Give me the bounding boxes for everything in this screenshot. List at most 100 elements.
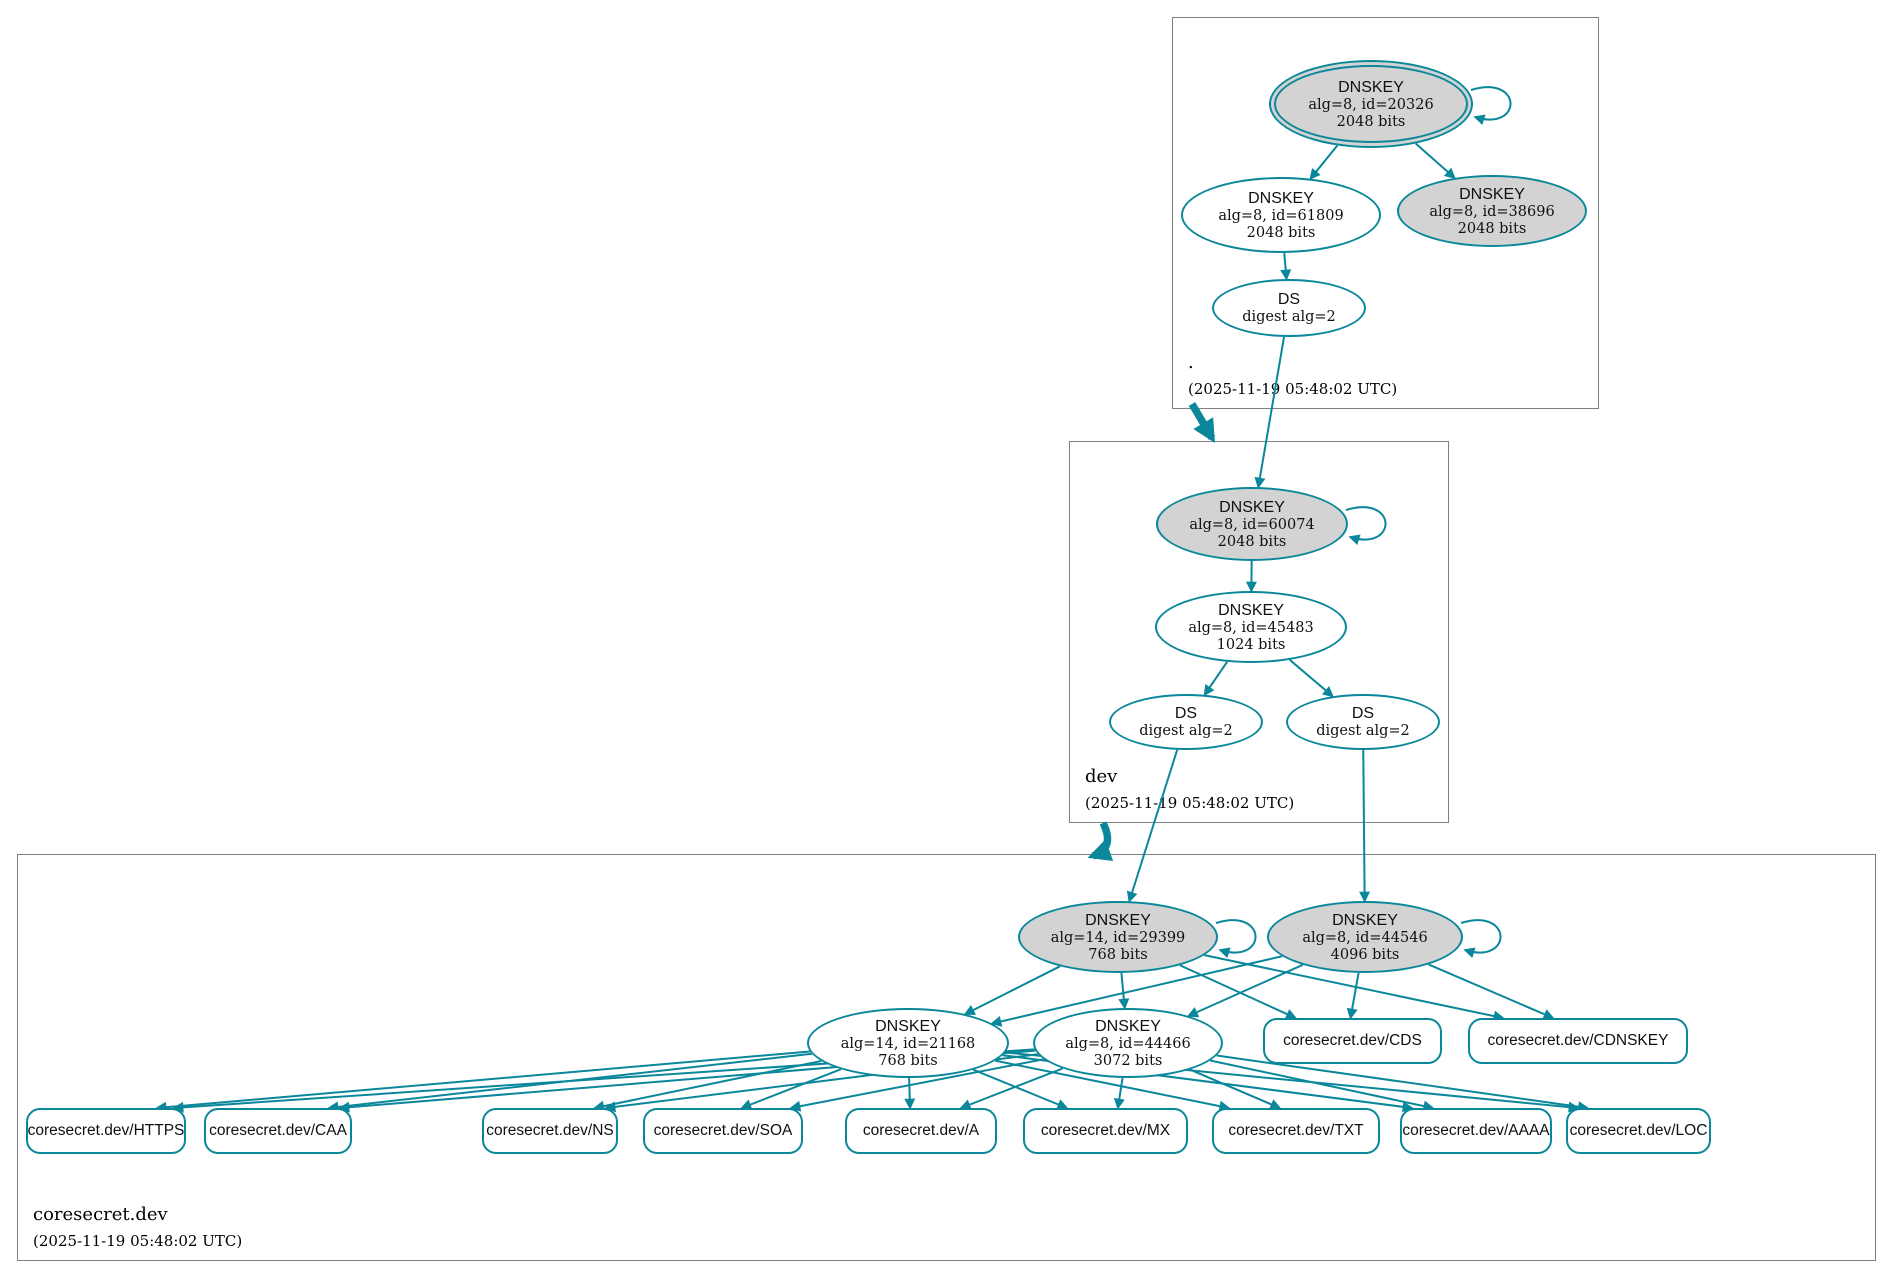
zone-label-coresecret: coresecret.dev (2025-11-19 05:48:02 UTC)	[33, 1204, 242, 1250]
dnskey-root-ksk-20326[interactable]: DNSKEY alg=8, id=20326 2048 bits	[1269, 60, 1473, 148]
dnskey-coresecret-zsk-21168[interactable]: DNSKEY alg=14, id=21168 768 bits	[807, 1008, 1009, 1078]
rrset-coresecret-loc[interactable]: coresecret.dev/LOC	[1566, 1108, 1711, 1154]
edge	[327, 1052, 813, 1113]
zone-timestamp-coresecret: (2025-11-19 05:48:02 UTC)	[33, 1232, 243, 1250]
edge	[1345, 506, 1387, 546]
edge	[1118, 972, 1130, 1010]
dnskey-bits: 2048 bits	[1457, 220, 1527, 237]
dnskey-bits: 2048 bits	[1336, 113, 1406, 130]
dnskey-detail: alg=8, id=60074	[1189, 516, 1315, 533]
edge	[972, 1068, 1069, 1110]
edge	[1204, 954, 1505, 1022]
dnskey-title: DNSKEY	[1219, 498, 1285, 516]
rrset-coresecret-ns[interactable]: coresecret.dev/NS	[482, 1108, 618, 1154]
ds-title: DS	[1174, 705, 1198, 722]
zone-timestamp-root: (2025-11-19 05:48:02 UTC)	[1188, 380, 1398, 398]
rrset-label: coresecret.dev/SOA	[653, 1122, 793, 1139]
zone-label-dev: dev (2025-11-19 05:48:02 UTC)	[1085, 766, 1294, 812]
dnskey-detail: alg=8, id=38696	[1429, 203, 1555, 220]
dnskey-root-ksk-38696[interactable]: DNSKEY alg=8, id=38696 2048 bits	[1397, 175, 1587, 247]
dnskey-detail: alg=8, id=61809	[1218, 207, 1344, 224]
rrset-coresecret-cdnskey[interactable]: coresecret.dev/CDNSKEY	[1468, 1018, 1688, 1064]
rrset-label: coresecret.dev/MX	[1040, 1122, 1171, 1139]
edge	[1346, 972, 1360, 1020]
rrset-coresecret-txt[interactable]: coresecret.dev/TXT	[1212, 1108, 1380, 1154]
rrset-coresecret-caa[interactable]: coresecret.dev/CAA	[204, 1108, 352, 1154]
edge	[1179, 964, 1298, 1020]
dnskey-bits: 768 bits	[1088, 946, 1148, 963]
zone-box-coresecret: coresecret.dev (2025-11-19 05:48:02 UTC)	[17, 854, 1876, 1261]
rrset-label: coresecret.dev/TXT	[1228, 1122, 1364, 1139]
rrset-coresecret-cds[interactable]: coresecret.dev/CDS	[1263, 1018, 1442, 1064]
dnskey-title: DNSKEY	[1218, 601, 1284, 619]
edge	[1428, 963, 1555, 1020]
dnskey-coresecret-ksk-44546[interactable]: DNSKEY alg=8, id=44546 4096 bits	[1267, 901, 1463, 973]
dnskey-title: DNSKEY	[875, 1017, 941, 1035]
rrset-label: coresecret.dev/A	[862, 1122, 980, 1139]
edge	[1280, 252, 1292, 281]
zone-name-dev: dev	[1085, 766, 1118, 787]
edge	[1289, 659, 1334, 698]
edge	[1189, 1068, 1282, 1110]
dnskey-root-zsk-61809[interactable]: DNSKEY alg=8, id=61809 2048 bits	[1181, 177, 1381, 253]
edge	[963, 965, 1061, 1016]
edge	[1126, 749, 1179, 903]
edge	[593, 1060, 822, 1112]
dnskey-dev-zsk-45483[interactable]: DNSKEY alg=8, id=45483 1024 bits	[1155, 591, 1347, 663]
edge	[904, 1077, 916, 1110]
ds-dev-right[interactable]: DS digest alg=2	[1286, 694, 1440, 750]
rrset-coresecret-soa[interactable]: coresecret.dev/SOA	[643, 1108, 803, 1154]
edge	[789, 1058, 1045, 1112]
rrset-coresecret-a[interactable]: coresecret.dev/A	[845, 1108, 997, 1154]
dnskey-dev-ksk-60074[interactable]: DNSKEY alg=8, id=60074 2048 bits	[1156, 487, 1348, 561]
edge	[959, 1067, 1064, 1110]
ds-root[interactable]: DS digest alg=2	[1212, 279, 1366, 337]
dnskey-detail: alg=14, id=29399	[1050, 929, 1186, 946]
dnskey-detail: alg=8, id=44546	[1302, 929, 1428, 946]
rrset-label: coresecret.dev/CDS	[1283, 1032, 1422, 1049]
rrset-coresecret-aaaa[interactable]: coresecret.dev/AAAA	[1400, 1108, 1552, 1154]
rrset-label: coresecret.dev/LOC	[1569, 1122, 1708, 1139]
edge	[1309, 144, 1339, 180]
edge	[1460, 919, 1502, 959]
ds-detail: digest alg=2	[1139, 723, 1233, 739]
zone-name-coresecret: coresecret.dev	[33, 1204, 168, 1225]
edge	[1254, 336, 1286, 489]
dnskey-title: DNSKEY	[1095, 1017, 1161, 1035]
ds-dev-left[interactable]: DS digest alg=2	[1109, 694, 1263, 750]
edge	[1113, 1077, 1125, 1110]
dnskey-title: DNSKEY	[1459, 185, 1525, 203]
dnskey-title: DNSKEY	[1248, 189, 1314, 207]
rrset-label: coresecret.dev/NS	[486, 1122, 614, 1139]
edge	[1203, 661, 1228, 697]
dnskey-bits: 2048 bits	[1217, 533, 1287, 550]
edge	[1359, 749, 1371, 903]
dnskey-coresecret-zsk-44466[interactable]: DNSKEY alg=8, id=44466 3072 bits	[1033, 1008, 1223, 1078]
dnskey-title: DNSKEY	[1338, 78, 1404, 96]
edge	[1210, 1059, 1435, 1112]
ds-title: DS	[1351, 705, 1375, 722]
ds-title: DS	[1277, 291, 1301, 308]
rrset-label: coresecret.dev/HTTPS	[27, 1122, 185, 1139]
dnskey-bits: 1024 bits	[1216, 636, 1286, 653]
dnskey-bits: 3072 bits	[1093, 1052, 1163, 1069]
edge	[1186, 963, 1304, 1018]
dnskey-title: DNSKEY	[1085, 911, 1151, 929]
zone-box-root: . (2025-11-19 05:48:02 UTC)	[1172, 17, 1599, 409]
rrset-coresecret-https[interactable]: coresecret.dev/HTTPS	[26, 1108, 186, 1154]
edge	[1470, 86, 1512, 126]
rrset-label: coresecret.dev/CDNSKEY	[1487, 1032, 1669, 1049]
rrset-coresecret-mx[interactable]: coresecret.dev/MX	[1023, 1108, 1188, 1154]
ds-detail: digest alg=2	[1242, 309, 1336, 325]
dnskey-detail: alg=14, id=21168	[840, 1035, 976, 1052]
edge	[740, 1068, 842, 1110]
dnskey-title: DNSKEY	[1332, 911, 1398, 929]
edge	[994, 1059, 1231, 1112]
zone-box-dev: dev (2025-11-19 05:48:02 UTC)	[1069, 441, 1449, 823]
dnskey-detail: alg=8, id=45483	[1188, 619, 1314, 636]
dnskey-coresecret-ksk-29399[interactable]: DNSKEY alg=14, id=29399 768 bits	[1018, 901, 1218, 973]
edge	[1087, 821, 1114, 862]
edge	[1215, 919, 1257, 959]
zone-name-root: .	[1188, 352, 1194, 373]
